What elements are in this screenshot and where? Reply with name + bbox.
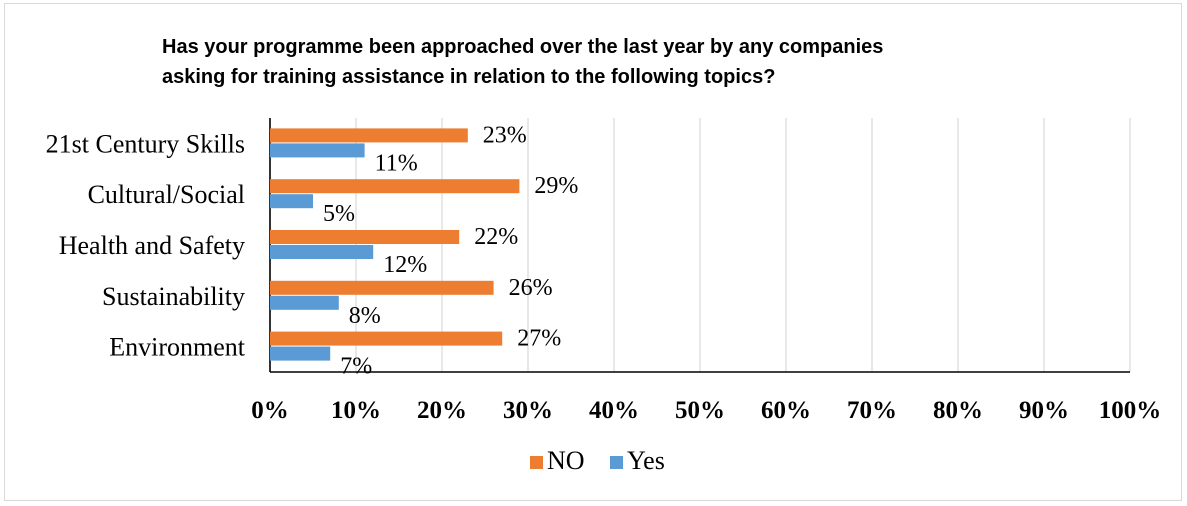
data-label-no-sustainability: 26% [509, 275, 553, 301]
x-tick-label-100: 100% [1099, 397, 1162, 424]
category-label-cultural-social: Cultural/Social [88, 180, 245, 209]
data-label-yes-environment: 7% [340, 354, 372, 380]
category-label-health-and-safety: Health and Safety [59, 231, 245, 260]
x-tick-label-50: 50% [675, 397, 725, 424]
category-label-environment: Environment [109, 333, 246, 362]
legend-label-no: NO [547, 446, 585, 475]
data-label-no-environment: 27% [517, 326, 561, 352]
bar-yes-21st-century-skills [270, 143, 365, 158]
bar-yes-environment [270, 346, 331, 361]
legend-label-yes: Yes [627, 446, 665, 475]
bar-yes-cultural-social [270, 194, 313, 209]
bar-yes-health-and-safety [270, 245, 374, 259]
x-tick-label-30: 30% [503, 397, 553, 424]
category-label-sustainability: Sustainability [102, 282, 245, 311]
x-tick-label-80: 80% [933, 397, 983, 424]
gridlines [269, 118, 1131, 373]
x-tick-labels: 0% 10% 20% 30% 40% 50% 60% 70% 80% 90% 100% [251, 397, 1161, 424]
x-tick-label-0: 0% [251, 397, 289, 424]
chart-title: Has your programme been approached over … [162, 36, 884, 88]
data-label-yes-cultural-social: 5% [323, 201, 355, 227]
data-label-no-cultural-social: 29% [534, 173, 578, 199]
legend-swatch-no [530, 456, 543, 469]
legend-swatch-yes [610, 456, 623, 469]
data-label-yes-health-and-safety: 12% [383, 252, 427, 278]
x-tick-label-70: 70% [847, 397, 897, 424]
x-tick-label-40: 40% [589, 397, 639, 424]
data-label-no-health-and-safety: 22% [474, 224, 518, 250]
bar-no-21st-century-skills [270, 128, 468, 143]
bar-yes-sustainability [270, 295, 339, 310]
x-tick-label-60: 60% [761, 397, 811, 424]
bar-no-cultural-social [270, 179, 520, 194]
x-tick-label-10: 10% [331, 397, 381, 424]
legend: NO Yes [530, 446, 665, 475]
data-label-yes-sustainability: 8% [349, 303, 381, 329]
data-labels: 23% 11% 29% 5% 22% 12% 26% 8% 27% 7% [323, 122, 578, 379]
bar-no-environment [270, 331, 503, 346]
bar-no-sustainability [270, 280, 494, 295]
data-label-yes-21st-century-skills: 11% [375, 150, 418, 176]
bars [270, 128, 520, 361]
x-tick-label-90: 90% [1019, 397, 1069, 424]
category-label-21st-century-skills: 21st Century Skills [46, 129, 245, 158]
data-label-no-21st-century-skills: 23% [483, 122, 527, 148]
category-labels: 21st Century Skills Cultural/Social Health… [46, 129, 246, 361]
bar-no-health-and-safety [270, 230, 460, 244]
x-tick-label-20: 20% [417, 397, 467, 424]
chart-frame [4, 3, 1182, 501]
